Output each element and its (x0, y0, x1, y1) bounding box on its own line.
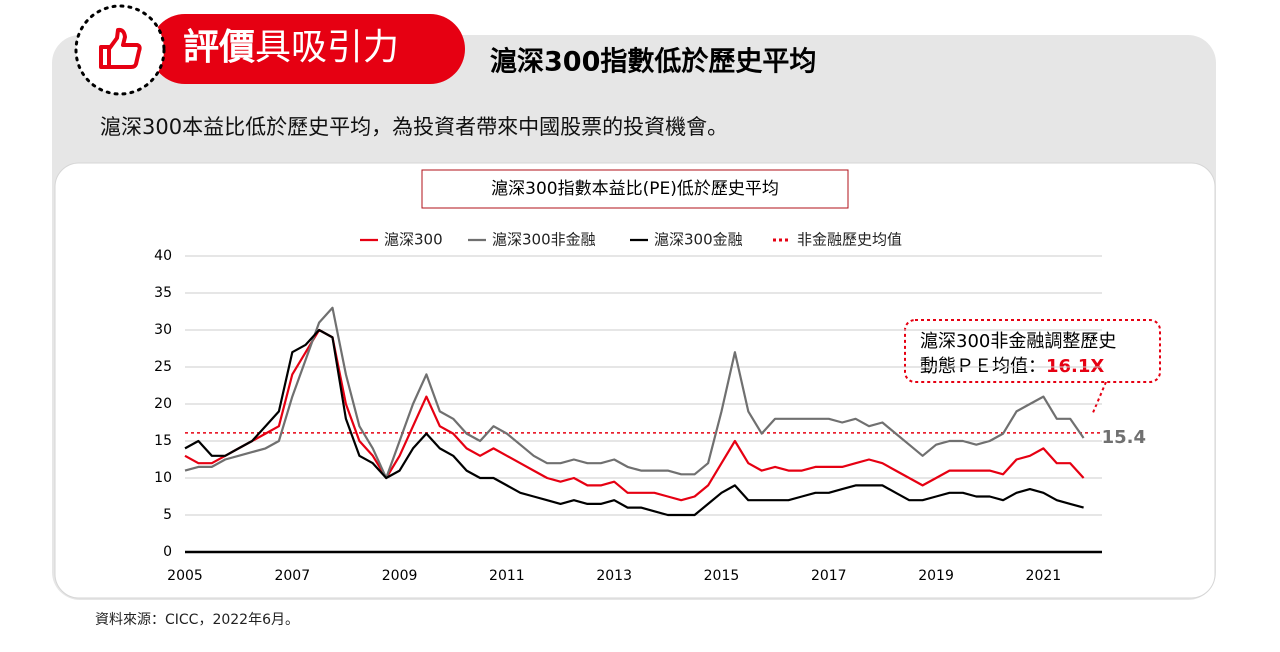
card (54, 162, 1216, 599)
legend-label: 非金融歷史均值 (797, 231, 902, 249)
x-tick-label: 2017 (811, 568, 847, 584)
legend-label: 滬深300 (384, 231, 443, 249)
thumb-icon (99, 27, 142, 69)
tag-bold: 評價 (183, 27, 255, 68)
series-line (184, 306, 1085, 480)
x-tick-label: 2013 (596, 568, 632, 584)
chart-title-box (421, 169, 849, 209)
y-tick-label: 35 (154, 285, 172, 301)
legend-label: 滬深300非金融 (492, 231, 596, 249)
y-tick-label: 10 (154, 470, 172, 486)
x-tick-label: 2005 (167, 568, 203, 584)
data-label: 15.4 (1102, 427, 1146, 448)
tag-light: 具吸引力 (255, 27, 399, 68)
tag: 評價具吸引力 (183, 27, 399, 68)
x-tick-label: 2021 (1026, 568, 1062, 584)
y-tick-label: 30 (154, 322, 172, 338)
x-tick-label: 2015 (704, 568, 740, 584)
y-tick-label: 25 (154, 359, 172, 375)
annotation-line: 滬深300非金融調整歷史 (920, 331, 1116, 352)
series-line (184, 328, 1084, 517)
icon-bg (84, 14, 156, 86)
y-tick-label: 0 (163, 544, 172, 560)
source: 資料來源：CICC，2022年6月。 (95, 612, 299, 628)
x-tick-label: 2011 (489, 568, 525, 584)
plot: 0 5 10 15 20 25 30 35 40 2005 2007 2009 2011 2013 2015… (154, 231, 1146, 585)
subtitle: 滬深300本益比低於歷史平均，為投資者帶來中國股票的投資機會。 (100, 115, 728, 139)
y-tick-label: 5 (163, 507, 172, 523)
x-tick-label: 2009 (382, 568, 418, 584)
x-tick-label: 2007 (274, 568, 310, 584)
title: 滬深300指數低於歷史平均 (490, 46, 816, 78)
legend-label: 滬深300金融 (654, 231, 743, 249)
x-tick-label: 2019 (918, 568, 954, 584)
chart-title: 滬深300指數本益比(PE)低於歷史平均 (491, 179, 779, 199)
y-tick-label: 20 (154, 396, 172, 412)
tag-bg (150, 14, 465, 84)
y-tick-label: 15 (154, 433, 172, 449)
y-tick-label: 40 (154, 248, 172, 264)
